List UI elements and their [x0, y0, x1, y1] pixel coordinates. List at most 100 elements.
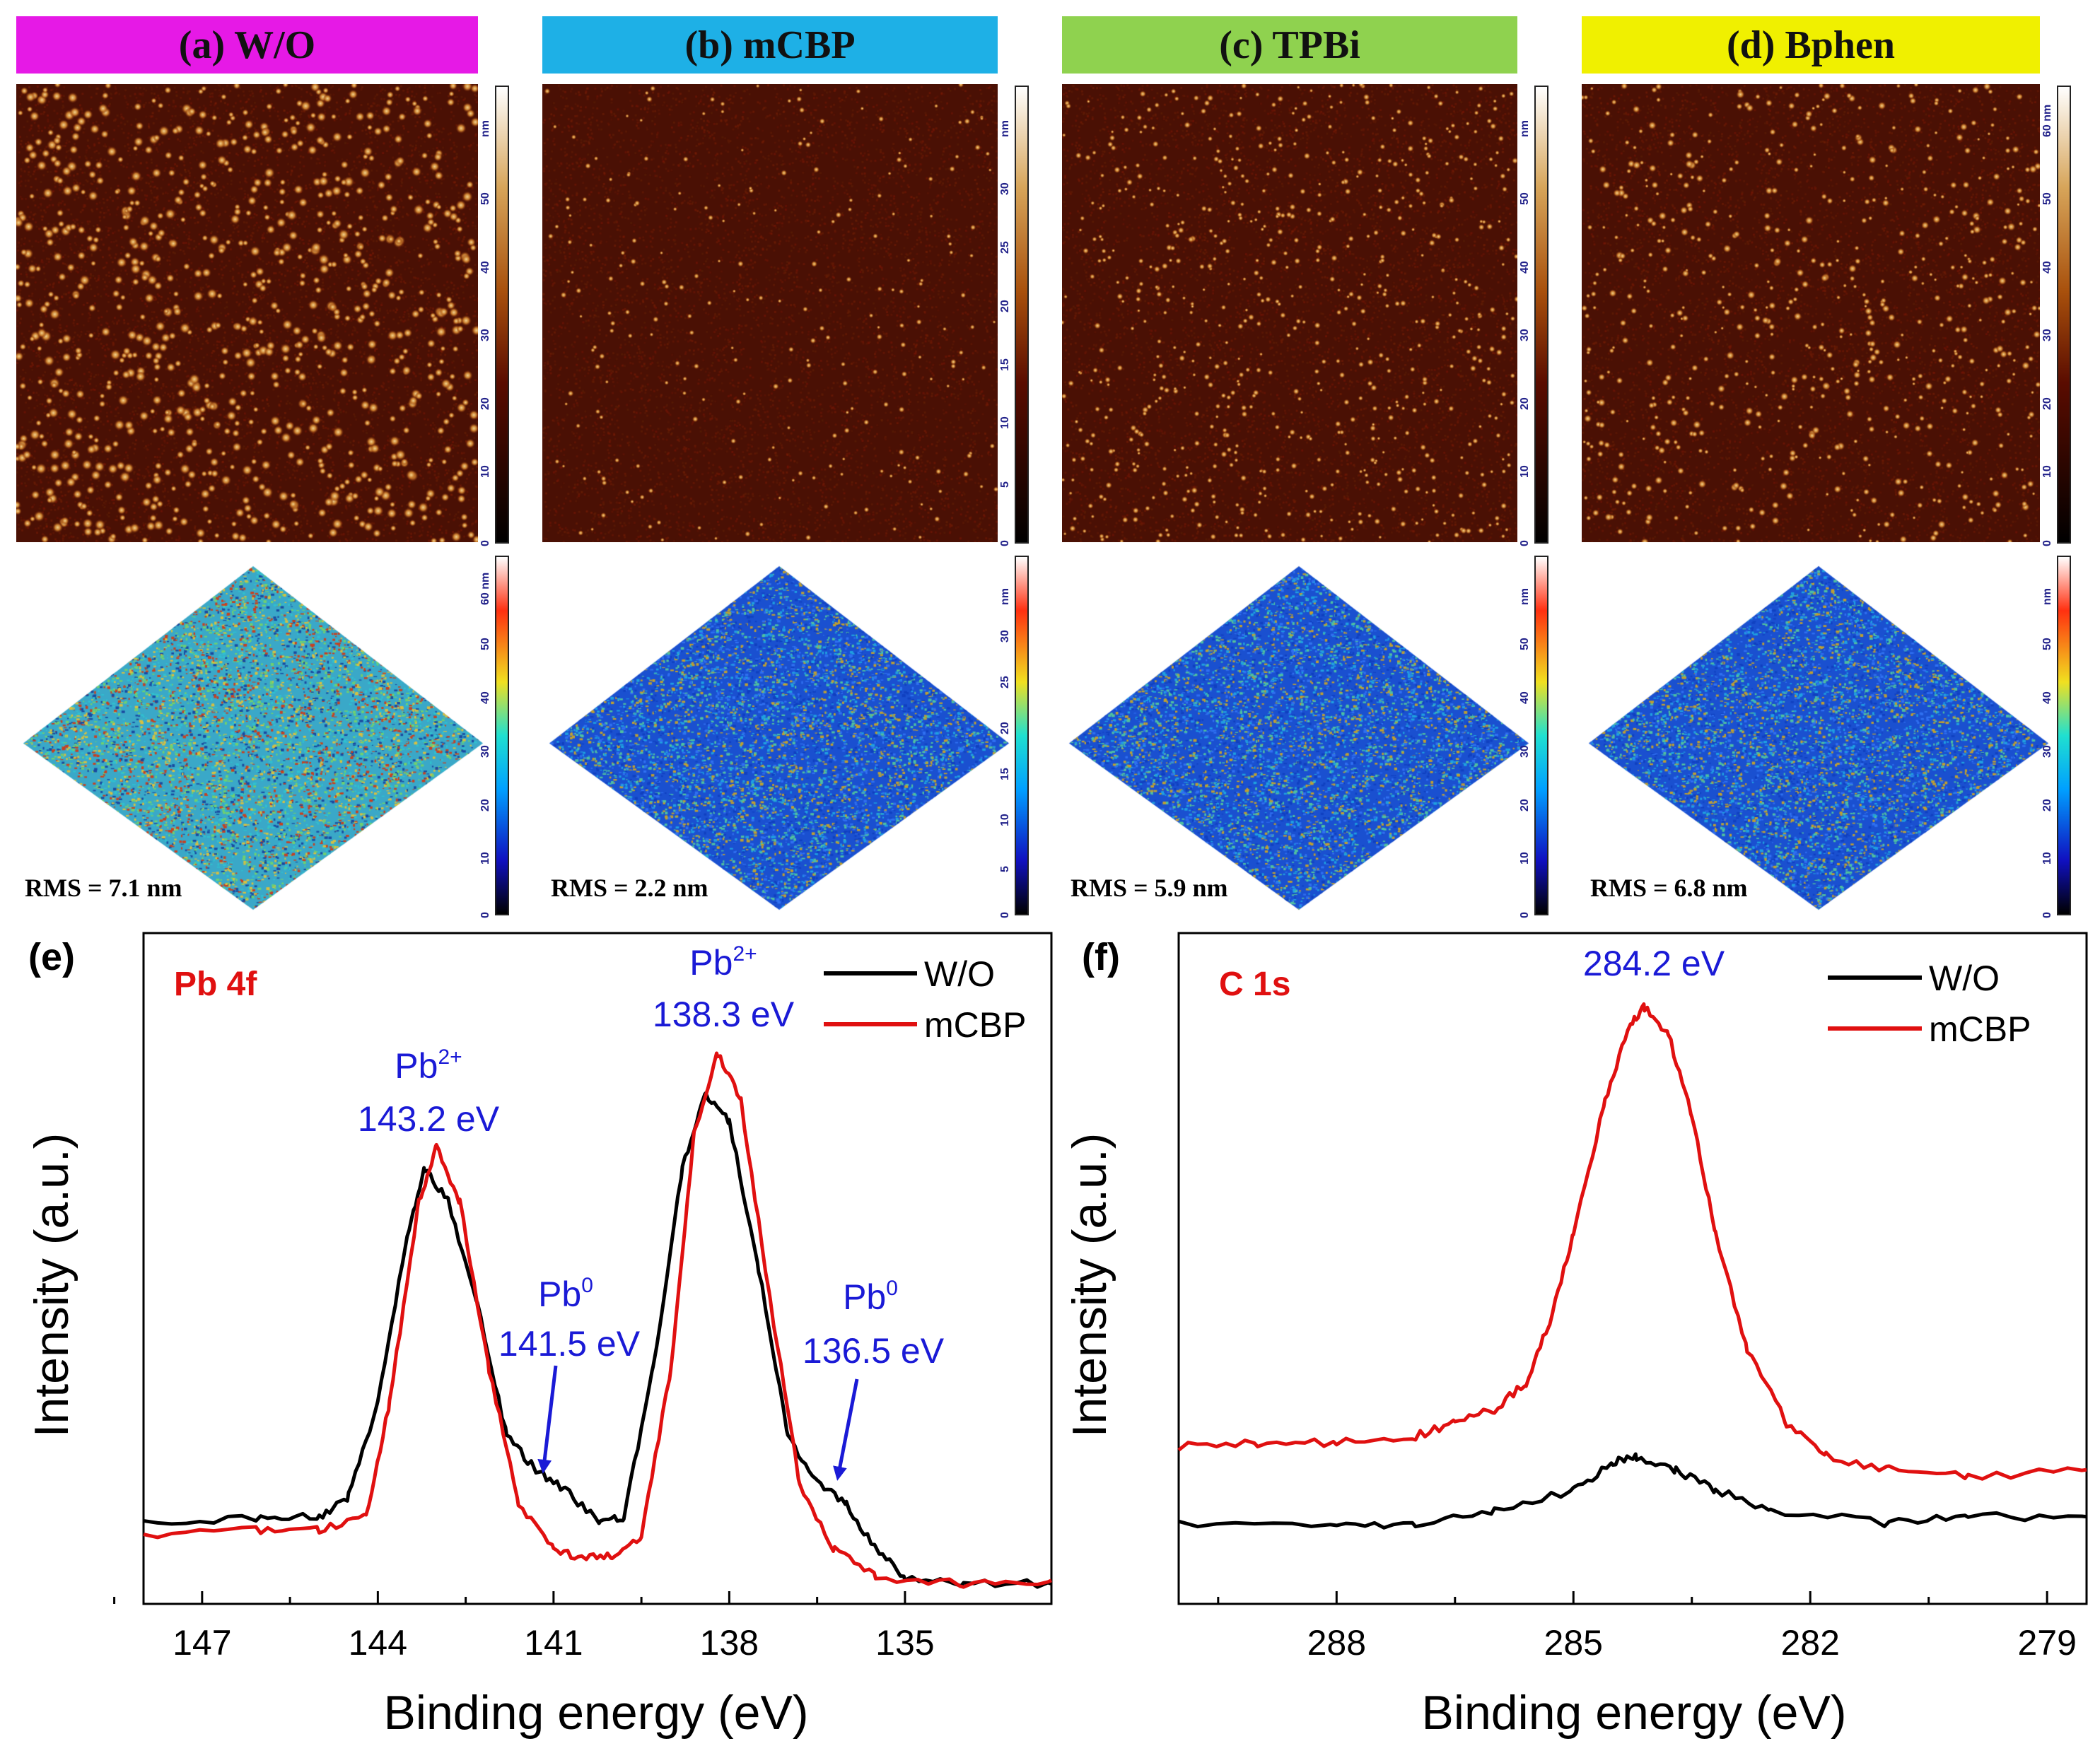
- chart-title: Pb 4f: [174, 966, 257, 1003]
- c1s-xps-chart: (f) 288 285 282 279 C 1s 284.2 eV W/O mCBP …: [1063, 932, 2088, 1740]
- colorbar-tick: 20: [2041, 397, 2053, 410]
- colorbar-tick: 10: [2041, 852, 2053, 865]
- arrow-pb0-136: [833, 1378, 859, 1481]
- annotation-pb0-141-energy: 141.5 eV: [498, 1324, 641, 1364]
- annotation-pb0-136-energy: 136.5 eV: [803, 1331, 945, 1371]
- colorbar-tick: 0: [479, 540, 491, 546]
- x-tick-label: 135: [875, 1623, 934, 1663]
- annotation-pb0-141-species: Pb0: [538, 1274, 593, 1314]
- afm-3d-image: [1055, 556, 1543, 917]
- y-axis-label: Intensity (a.u.): [1063, 1133, 1116, 1438]
- colorbar-tick: 0: [999, 912, 1011, 918]
- colorbar-tick: 0: [2041, 540, 2053, 546]
- panel-header-0: (a) W/O: [16, 16, 478, 74]
- annotation-pb2-138-species: Pb2+: [689, 942, 757, 983]
- colorbar-tick: 0: [1519, 912, 1531, 918]
- chart-title: C 1s: [1219, 966, 1290, 1003]
- colorbar-tick: nm: [479, 119, 491, 137]
- colorbar-tick: 20: [999, 722, 1011, 735]
- colorbar-tick: 20: [1519, 798, 1531, 811]
- afm-2d-image: [1062, 84, 1517, 542]
- panel-label-e: (e): [28, 936, 75, 978]
- legend-label-wo: W/O: [924, 954, 995, 994]
- colorbar-tick: nm: [2041, 588, 2053, 606]
- afm-3d-image: [1575, 556, 2063, 917]
- colorbar-tick: nm: [1519, 588, 1531, 606]
- panel-header-1: (b) mCBP: [542, 16, 998, 74]
- x-tick-label: 144: [349, 1623, 407, 1663]
- afm-2d-image: [1582, 84, 2040, 542]
- colorbar-tick: 0: [2041, 912, 2053, 918]
- x-axis-label: Binding energy (eV): [1421, 1686, 1846, 1740]
- height-colorbar-3d: [2057, 556, 2071, 915]
- rms-label: RMS = 7.1 nm: [25, 874, 182, 902]
- colorbar-tick: 10: [1519, 852, 1531, 865]
- colorbar-tick: 20: [999, 300, 1011, 312]
- x-tick-label: 138: [700, 1623, 759, 1663]
- colorbar-tick: 50: [1519, 638, 1531, 651]
- panel-header-2: (c) TPBi: [1062, 16, 1517, 74]
- colorbar-tick: 20: [2041, 798, 2053, 811]
- colorbar-tick: 10: [479, 465, 491, 479]
- colorbar-tick: 50: [2041, 192, 2053, 205]
- colorbar-tick: 50: [1519, 192, 1531, 205]
- colorbar-tick: 60 nm: [479, 572, 491, 606]
- height-colorbar-3d: [495, 556, 509, 915]
- panel-header-3: (d) Bphen: [1582, 16, 2040, 74]
- afm-2d-image: [16, 84, 478, 542]
- colorbar-tick: 40: [2041, 260, 2053, 274]
- colorbar-tick: 50: [479, 192, 491, 205]
- colorbar-tick: 40: [479, 260, 491, 274]
- colorbar-tick: 10: [2041, 465, 2053, 479]
- rms-label: RMS = 5.9 nm: [1071, 874, 1228, 902]
- rms-label: RMS = 2.2 nm: [551, 874, 708, 902]
- height-colorbar-2d: [495, 86, 509, 544]
- colorbar-tick: 15: [999, 768, 1011, 781]
- height-colorbar-2d: [1534, 86, 1548, 544]
- colorbar-tick: nm: [999, 588, 1011, 606]
- series-line-wo: [143, 1091, 1052, 1589]
- colorbar-tick: 60 nm: [2041, 104, 2053, 137]
- colorbar-tick: 10: [479, 852, 491, 865]
- colorbar-tick: 25: [999, 676, 1011, 689]
- colorbar-tick: nm: [1519, 119, 1531, 137]
- afm-2d-image: [542, 84, 998, 542]
- pb4f-xps-chart: (e) 147 144 141 138 135 Pb 4f Pb2+ 143.2 eV …: [25, 932, 1053, 1740]
- height-colorbar-2d: [2057, 86, 2071, 544]
- colorbar-tick: 30: [999, 182, 1011, 196]
- colorbar-tick: 0: [999, 540, 1011, 546]
- series-line-mcbp: [1177, 1002, 2087, 1481]
- colorbar-tick: 30: [2041, 329, 2053, 342]
- x-tick-label: 288: [1307, 1623, 1366, 1663]
- x-tick-label: 282: [1780, 1623, 1839, 1663]
- legend-label-mcbp: mCBP: [924, 1005, 1026, 1045]
- x-tick-label: 279: [2017, 1623, 2076, 1663]
- arrow-pb0-141: [537, 1365, 558, 1474]
- afm-3d-image: [9, 556, 497, 917]
- colorbar-tick: 20: [479, 798, 491, 811]
- colorbar-tick: nm: [999, 119, 1011, 137]
- colorbar-tick: 15: [999, 358, 1011, 371]
- colorbar-tick: 10: [999, 416, 1011, 430]
- legend-label-wo: W/O: [1929, 959, 2000, 998]
- panel-label-f: (f): [1082, 936, 1120, 978]
- x-tick-label: 147: [173, 1623, 231, 1663]
- height-colorbar-2d: [1015, 86, 1029, 544]
- colorbar-tick: 5: [999, 866, 1011, 873]
- x-tick-label: 141: [524, 1623, 583, 1663]
- colorbar-tick: 40: [1519, 691, 1531, 704]
- colorbar-tick: 30: [479, 744, 491, 758]
- annotation-pb2-143-species: Pb2+: [395, 1045, 462, 1086]
- colorbar-tick: 20: [1519, 397, 1531, 410]
- afm-3d-image: [535, 556, 1023, 917]
- legend-label-mcbp: mCBP: [1929, 1009, 2031, 1049]
- colorbar-tick: 40: [2041, 691, 2053, 704]
- colorbar-tick: 30: [479, 329, 491, 342]
- annotation-pb0-136-species: Pb0: [843, 1277, 898, 1317]
- colorbar-tick: 30: [2041, 744, 2053, 758]
- annotation-pb2-138-energy: 138.3 eV: [653, 995, 795, 1034]
- colorbar-tick: 0: [1519, 540, 1531, 546]
- colorbar-tick: 0: [479, 912, 491, 918]
- colorbar-tick: 30: [1519, 329, 1531, 342]
